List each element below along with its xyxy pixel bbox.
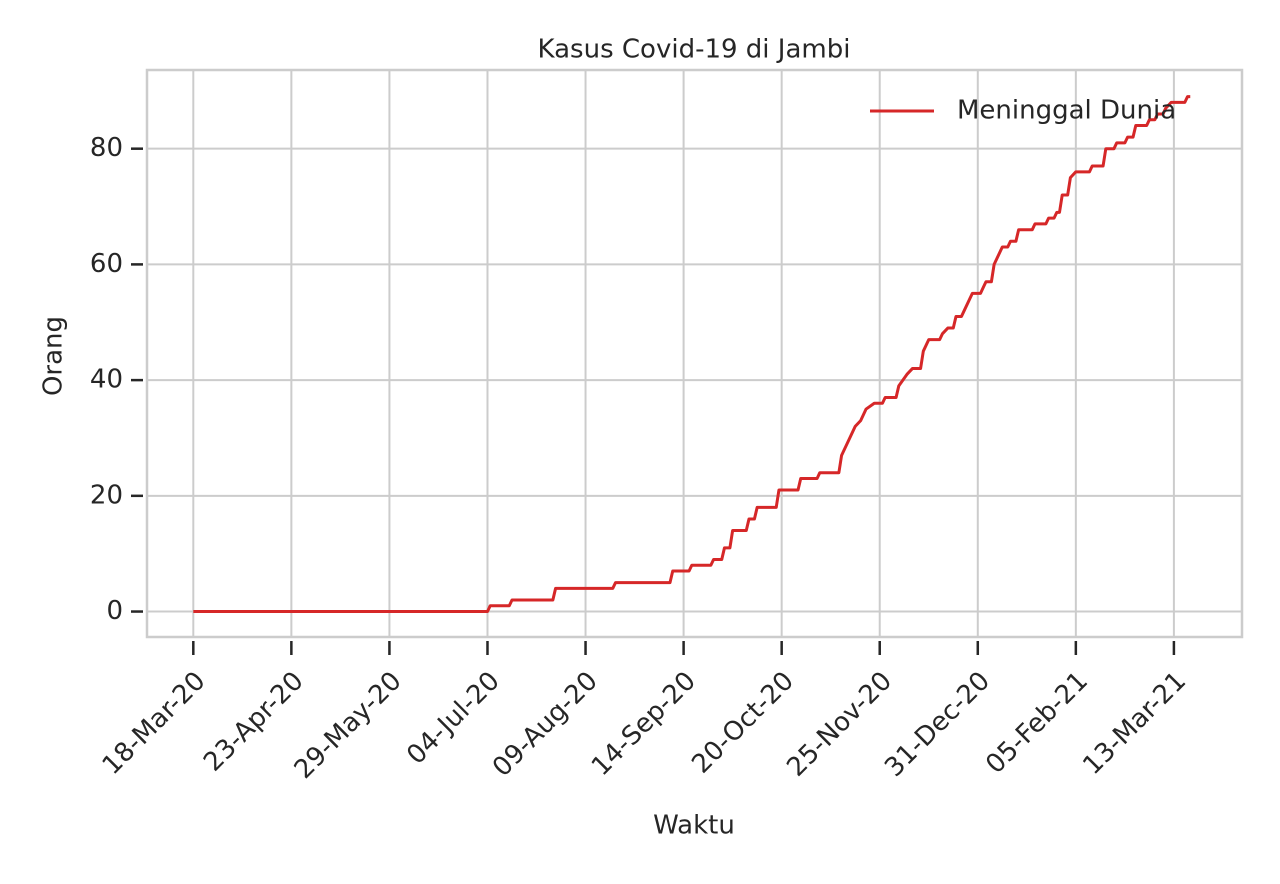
x-tick-label: 04-Jul-20 [401,666,505,770]
x-axis-label: Waktu [653,811,735,841]
x-tick-label: 14-Sep-20 [586,666,702,782]
x-tick-label: 25-Nov-20 [781,666,898,783]
y-tick-label: 0 [106,596,123,626]
y-tick-label: 20 [90,480,123,510]
legend-label: Meninggal Dunia [957,96,1176,126]
data-line [193,95,1191,614]
x-tick-label: 29-May-20 [289,666,408,785]
y-tick-label: 80 [90,133,123,163]
x-tick-label: 05-Feb-21 [980,666,1094,780]
chart-title: Kasus Covid-19 di Jambi [538,35,851,65]
y-tick-label: 60 [90,249,123,279]
x-tick-label: 31-Dec-20 [879,666,996,783]
x-tick-label: 13-Mar-21 [1077,666,1192,781]
y-tick-label: 40 [90,365,123,395]
y-axis-label: Orang [39,316,69,396]
plot-frame [145,68,1244,639]
x-tick-label: 09-Aug-20 [487,666,604,783]
x-tick-label: 18-Mar-20 [97,666,212,781]
